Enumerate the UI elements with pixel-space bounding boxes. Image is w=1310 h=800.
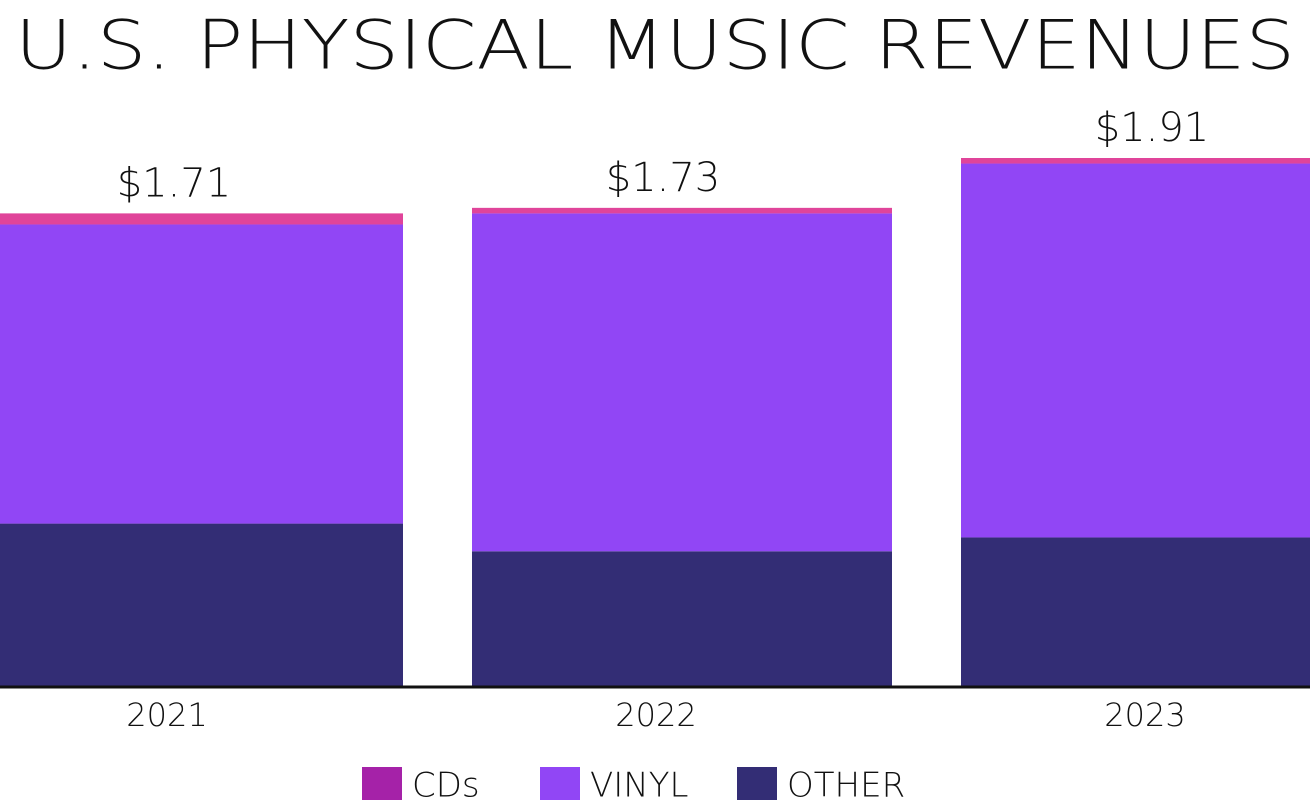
legend-swatch bbox=[737, 767, 777, 800]
x-tick-label: 2023 bbox=[1104, 696, 1185, 734]
x-tick-label: 2021 bbox=[126, 696, 207, 734]
bar-segment bbox=[961, 163, 1310, 538]
bar-segment bbox=[472, 551, 892, 687]
bar-segment bbox=[472, 207, 892, 214]
legend-label: OTHER bbox=[787, 766, 905, 800]
legend-label: VINYL bbox=[590, 766, 688, 800]
bar-segment bbox=[0, 224, 403, 524]
x-tick-label: 2022 bbox=[615, 696, 696, 734]
total-label: $1.71 bbox=[117, 160, 232, 206]
chart-title: U.S. PHYSICAL MUSIC REVENUES bbox=[15, 7, 1295, 86]
legend-swatch bbox=[540, 767, 580, 800]
legend-label: CDs bbox=[412, 766, 480, 800]
total-label: $1.91 bbox=[1095, 105, 1210, 151]
legend-swatch bbox=[362, 767, 402, 800]
bar-segment bbox=[961, 537, 1310, 687]
bar-segment bbox=[472, 213, 892, 552]
total-label: $1.73 bbox=[606, 155, 721, 201]
bar-segment bbox=[961, 158, 1310, 164]
bar-segment bbox=[0, 213, 403, 225]
bar-segment bbox=[0, 523, 403, 687]
